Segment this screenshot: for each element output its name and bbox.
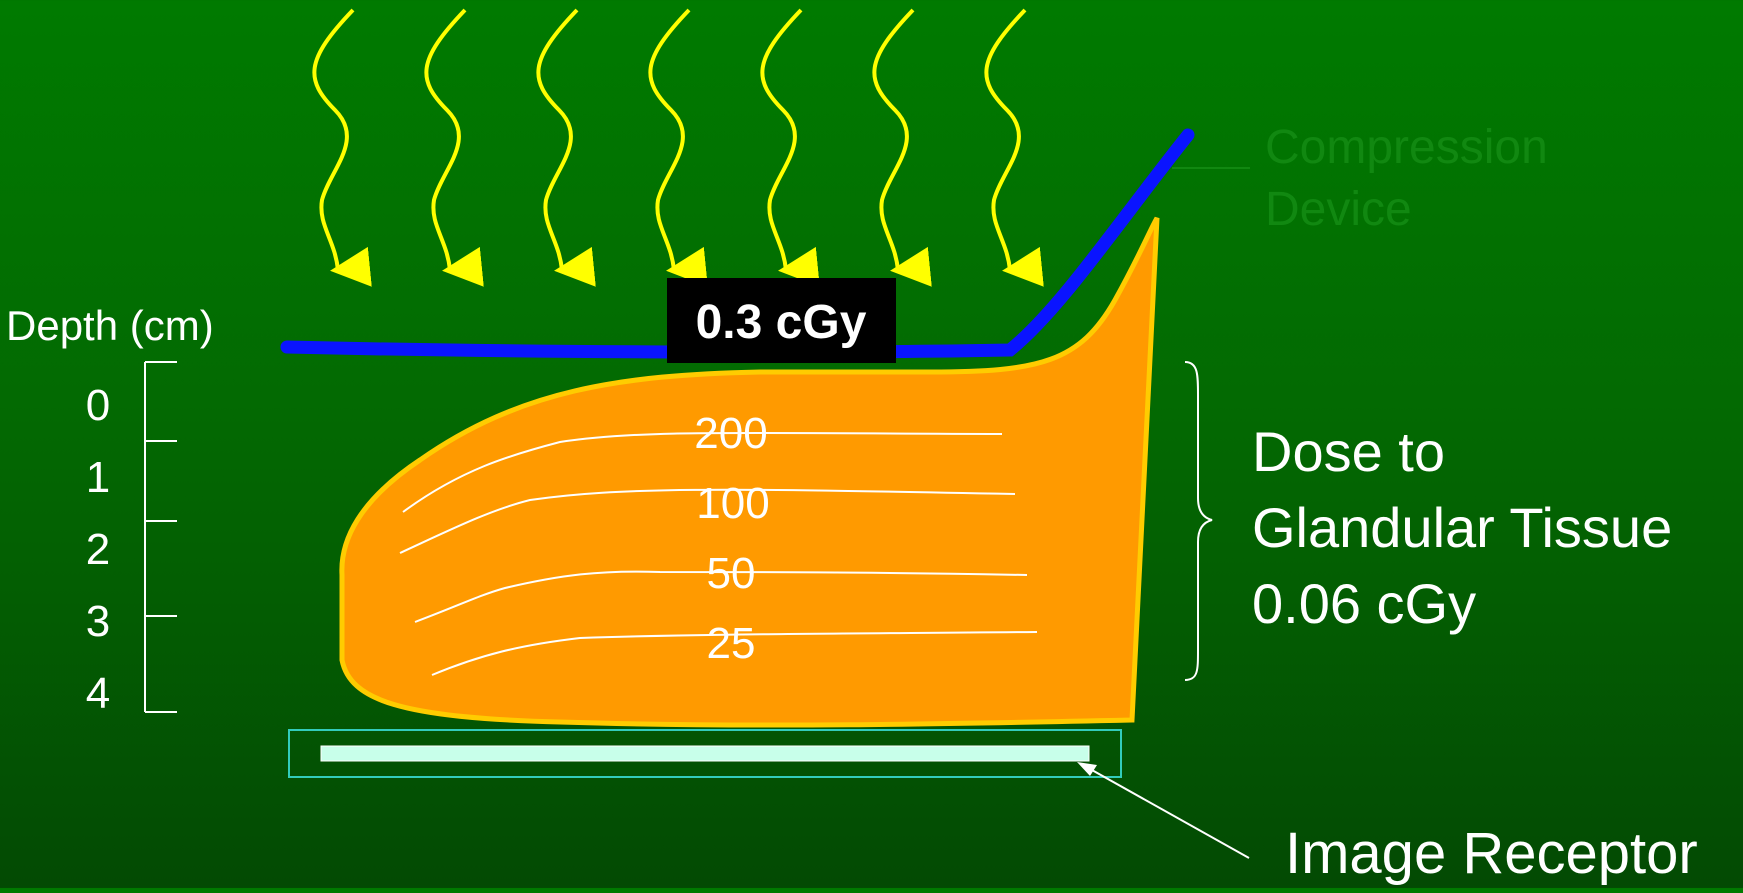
image-receptor-pointer-line xyxy=(1082,764,1250,859)
isodose-curve-100 xyxy=(399,488,1016,554)
isodose-label-100: 100 xyxy=(696,479,769,528)
depth-tick-label-1: 1 xyxy=(86,453,110,502)
isodose-label-200: 200 xyxy=(694,409,767,458)
isodose-curve-200 xyxy=(402,431,1003,513)
dose-label: 0.3 cGy xyxy=(696,296,867,349)
glandular-label-line1: Dose to xyxy=(1252,420,1445,483)
xray-arrow-icon xyxy=(424,8,484,287)
xray-arrow-icon xyxy=(984,8,1044,287)
xray-arrow-icon xyxy=(648,8,708,287)
dose-label-box xyxy=(667,278,896,363)
breast-tissue xyxy=(339,216,1160,728)
glandular-brace xyxy=(1184,361,1213,681)
xray-arrow-icon xyxy=(872,8,932,287)
image-receptor xyxy=(320,745,1090,762)
xray-arrow-icon xyxy=(760,8,820,287)
isodose-label-25: 25 xyxy=(707,619,756,668)
glandular-label-line3: 0.06 cGy xyxy=(1252,572,1476,635)
depth-axis-title: Depth (cm) xyxy=(6,302,214,349)
isodose-curve-25 xyxy=(431,631,1038,676)
glandular-label-line2: Glandular Tissue xyxy=(1252,496,1672,559)
isodose-curve-50 xyxy=(414,570,1028,623)
depth-tick-label-3: 3 xyxy=(86,597,110,646)
xray-arrow-icon xyxy=(312,8,372,287)
compression-label-line1: Compression xyxy=(1265,121,1548,174)
isodose-label-50: 50 xyxy=(707,549,756,598)
depth-tick-label-2: 2 xyxy=(86,525,110,574)
compression-label-line2: Device xyxy=(1265,183,1412,236)
arrowhead-icon xyxy=(1077,762,1097,776)
depth-tick-label-0: 0 xyxy=(86,381,110,430)
image-receptor-label: Image Receptor xyxy=(1285,821,1698,886)
depth-scale xyxy=(144,361,177,713)
isodose-lines xyxy=(399,431,1038,676)
compression-paddle xyxy=(280,128,1195,359)
image-receptor-housing xyxy=(288,729,1122,778)
depth-tick-label-4: 4 xyxy=(86,669,110,718)
xray-arrow-icon xyxy=(536,8,596,287)
xray-arrows xyxy=(312,8,1044,287)
